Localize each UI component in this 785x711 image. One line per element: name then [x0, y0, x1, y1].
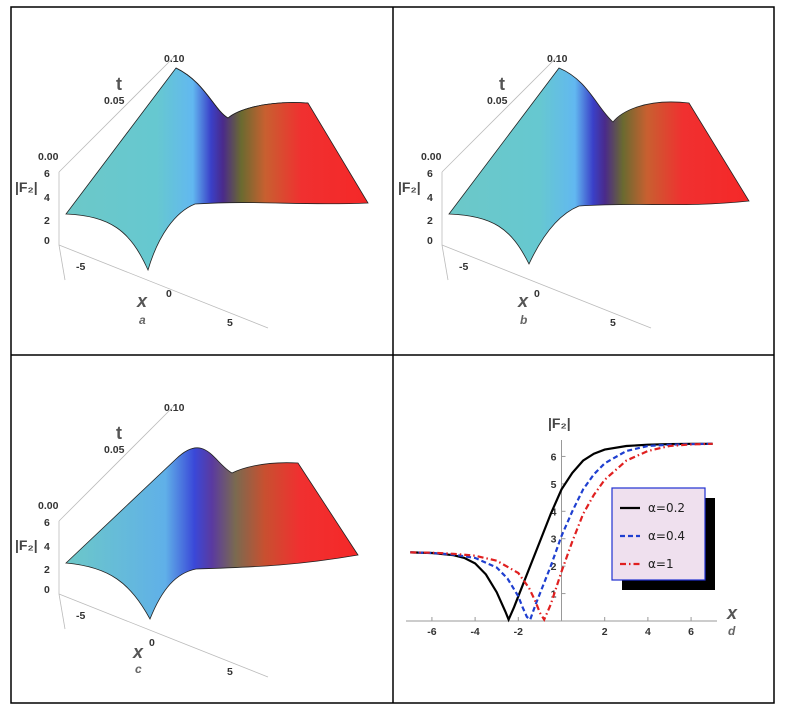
- x-tick-5: 5: [227, 317, 233, 329]
- f-tick-4: 4: [44, 541, 50, 553]
- panel-a-3d-plot: 0.00 0.05 0.10 t 6 4 2 0 |F₂| -5 0 5 x a: [15, 53, 369, 329]
- f-axis-label: |F₂|: [15, 179, 38, 195]
- panel-c-3d-plot: 0.00 0.05 0.10 t 6 4 2 0 |F₂| -5 0 5 x c: [15, 402, 359, 678]
- x-tick-5: 5: [227, 666, 233, 678]
- d-legend-label-1: α=0.4: [648, 529, 685, 543]
- d-x-axis-label: x: [726, 603, 738, 623]
- axes-b: [441, 55, 652, 329]
- t-tick-0: 0.00: [38, 151, 59, 163]
- surface-c: [65, 447, 359, 620]
- d-y-tick-label: 6: [551, 451, 557, 463]
- t-tick-1: 0.05: [104, 95, 125, 107]
- t-tick-2: 0.10: [164, 402, 185, 414]
- t-tick-2: 0.10: [164, 53, 185, 65]
- f-tick-4: 4: [44, 192, 50, 204]
- f-axis-label: |F₂|: [15, 537, 38, 553]
- d-legend-label-0: α=0.2: [648, 501, 685, 515]
- d-series-line-2: [410, 442, 713, 622]
- d-y-axis-label: |F₂|: [548, 415, 571, 431]
- x-axis-label: x: [132, 642, 144, 662]
- f-tick-6: 6: [44, 168, 50, 180]
- t-tick-0: 0.00: [38, 500, 59, 512]
- f-tick-0: 0: [44, 235, 50, 247]
- panel-label-d: d: [728, 624, 736, 638]
- x-axis-label: x: [136, 291, 148, 311]
- t-tick-1: 0.05: [487, 95, 508, 107]
- axes-a: [58, 55, 269, 329]
- x-tick-m5: -5: [459, 261, 468, 273]
- t-axis-label: t: [116, 74, 122, 94]
- axes-c: [58, 404, 269, 678]
- d-series-line-0: [410, 442, 713, 623]
- d-y-tick-label: 3: [551, 534, 557, 546]
- d-x-tick-label: 6: [688, 626, 694, 638]
- panel-label-a: a: [139, 313, 146, 327]
- t-tick-1: 0.05: [104, 444, 125, 456]
- d-x-tick-label: 4: [645, 626, 651, 638]
- f-tick-0: 0: [44, 584, 50, 596]
- d-y-tick-label: 2: [551, 561, 557, 573]
- x-tick-m5: -5: [76, 261, 85, 273]
- f-tick-0: 0: [427, 235, 433, 247]
- surface-b: [448, 67, 750, 265]
- t-tick-0: 0.00: [421, 151, 442, 163]
- d-series-line-1: [410, 442, 713, 622]
- panel-b-3d-plot: 0.00 0.05 0.10 t 6 4 2 0 |F₂| -5 0 5 x b: [398, 53, 750, 329]
- d-x-tick-label: 2: [602, 626, 608, 638]
- f-tick-2: 2: [44, 215, 50, 227]
- f-tick-6: 6: [427, 168, 433, 180]
- d-legend: α=0.2 α=0.4 α=1: [611, 487, 715, 590]
- d-y-tick-label: 4: [551, 506, 557, 518]
- panel-frames: [10, 6, 775, 704]
- f-axis-label: |F₂|: [398, 179, 421, 195]
- panel-label-c: c: [135, 662, 142, 676]
- panel-label-b: b: [520, 313, 527, 327]
- x-tick-0: 0: [149, 637, 155, 649]
- d-x-tick-label: -6: [427, 626, 436, 638]
- d-y-tick-label: 5: [551, 479, 557, 491]
- f-tick-4: 4: [427, 192, 433, 204]
- t-tick-2: 0.10: [547, 53, 568, 65]
- f-tick-2: 2: [427, 215, 433, 227]
- d-legend-box: [611, 487, 706, 581]
- x-tick-m5: -5: [76, 610, 85, 622]
- x-axis-label: x: [517, 291, 529, 311]
- f-tick-6: 6: [44, 517, 50, 529]
- d-series-lines: [410, 442, 713, 623]
- surface-a-ridge: [175, 67, 309, 119]
- x-tick-0: 0: [534, 288, 540, 300]
- t-axis-label: t: [116, 423, 122, 443]
- d-x-tick-label: -4: [470, 626, 479, 638]
- f-tick-2: 2: [44, 564, 50, 576]
- x-tick-0: 0: [166, 288, 172, 300]
- d-x-tick-label: -2: [514, 626, 523, 638]
- t-axis-label: t: [499, 74, 505, 94]
- d-legend-label-2: α=1: [648, 557, 674, 571]
- x-tick-5: 5: [610, 317, 616, 329]
